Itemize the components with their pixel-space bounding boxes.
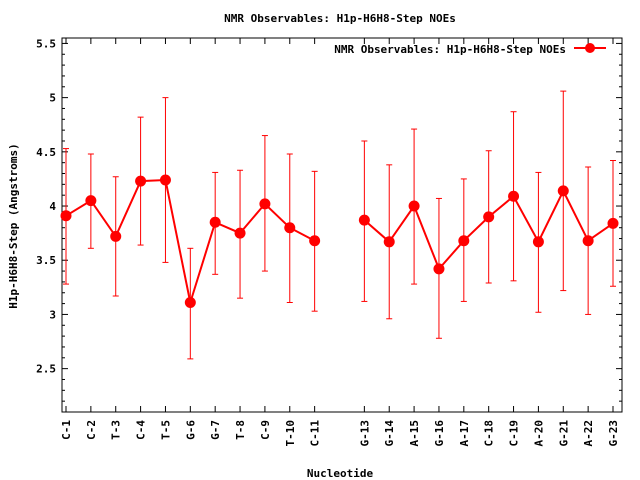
- y-axis-label: H1p-H6H8-Step (Angstroms): [7, 143, 20, 309]
- x-tick-label: T-3: [110, 420, 123, 440]
- series-layer: [60, 90, 619, 360]
- y-tick-label: 4.5: [36, 146, 56, 159]
- data-point: [135, 175, 147, 187]
- data-point: [607, 217, 619, 229]
- data-point: [483, 211, 495, 223]
- data-point: [209, 216, 221, 228]
- x-tick-label: G-23: [607, 420, 620, 447]
- x-tick-label: T-10: [284, 420, 297, 447]
- x-tick-label: A-17: [458, 420, 471, 447]
- y-tick-label: 3.5: [36, 254, 56, 267]
- chart-title: NMR Observables: H1p-H6H8-Step NOEs: [224, 12, 456, 25]
- data-point: [358, 214, 370, 226]
- data-point: [234, 227, 246, 239]
- data-point: [557, 185, 569, 197]
- x-tick-label: G-13: [358, 420, 371, 447]
- data-point: [159, 174, 171, 186]
- legend: NMR Observables: H1p-H6H8-Step NOEs: [334, 43, 606, 56]
- y-tick-label: 4: [49, 200, 56, 213]
- legend-label: NMR Observables: H1p-H6H8-Step NOEs: [334, 43, 566, 56]
- data-point: [85, 195, 97, 207]
- y-tick-label: 3: [49, 308, 56, 321]
- y-axis: 2.5 3 3.5 4 4.5 5 5.5: [36, 37, 622, 402]
- x-axis-label: Nucleotide: [307, 467, 374, 480]
- data-point: [433, 263, 445, 275]
- x-axis: C-1 C-2 T-3 C-4 T-5 G-6 G-7 T-8 C-9 T-10 C-11 G-13 G…: [60, 38, 620, 447]
- data-point: [184, 297, 196, 309]
- data-point: [309, 235, 321, 247]
- legend-marker: [585, 43, 595, 53]
- y-tick-label: 5: [49, 92, 56, 105]
- data-point: [110, 230, 122, 242]
- y-tick-label: 5.5: [36, 37, 56, 50]
- x-tick-label: A-22: [582, 420, 595, 447]
- x-tick-label: G-6: [184, 420, 197, 440]
- x-tick-label: T-8: [234, 420, 247, 440]
- data-point: [60, 210, 72, 222]
- data-point: [284, 222, 296, 234]
- x-tick-label: C-4: [135, 420, 148, 440]
- y-tick-label: 2.5: [36, 363, 56, 376]
- data-point: [532, 236, 544, 248]
- plot-border: [61, 37, 623, 413]
- plot-area: [61, 37, 623, 413]
- x-tick-label: G-21: [557, 420, 570, 447]
- x-tick-label: G-7: [209, 420, 222, 440]
- data-point: [259, 198, 271, 210]
- x-tick-label: G-16: [433, 420, 446, 447]
- x-tick-label: C-11: [309, 420, 322, 447]
- x-tick-label: C-1: [60, 420, 73, 440]
- x-tick-label: C-19: [508, 420, 521, 447]
- x-tick-label: C-18: [483, 420, 496, 447]
- x-tick-label: T-5: [159, 420, 172, 440]
- data-point: [408, 200, 420, 212]
- x-tick-label: C-2: [85, 420, 98, 440]
- data-point: [582, 235, 594, 247]
- data-point: [458, 235, 470, 247]
- x-tick-label: A-20: [532, 420, 545, 447]
- data-point: [383, 236, 395, 248]
- x-tick-label: A-15: [408, 420, 421, 447]
- data-point: [508, 190, 520, 202]
- x-tick-label: G-14: [383, 420, 396, 447]
- x-tick-label: C-9: [259, 420, 272, 440]
